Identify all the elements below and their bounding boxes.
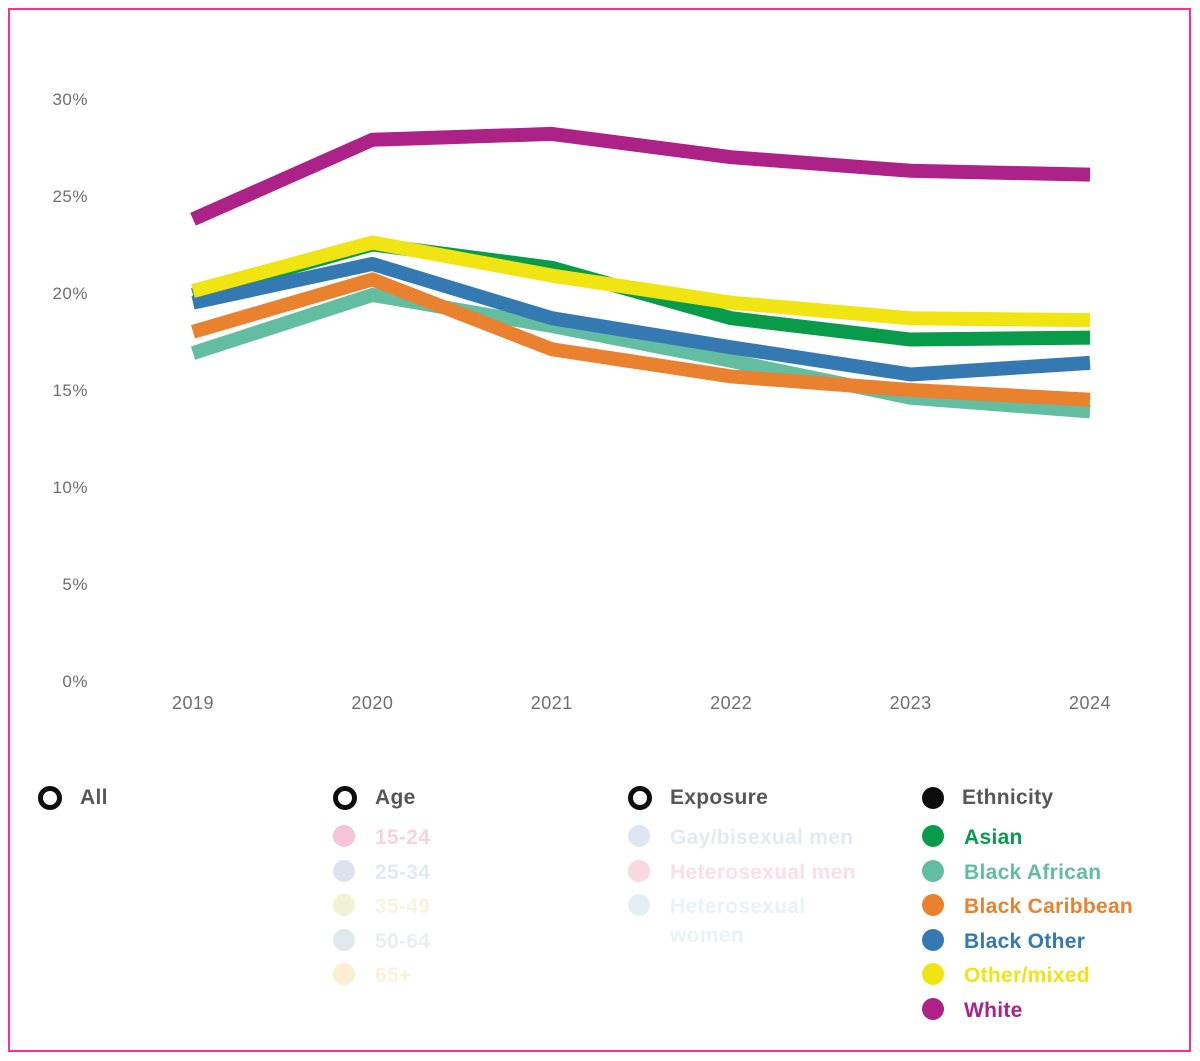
series-line-black-african bbox=[190, 287, 1091, 419]
radio-unselected-icon[interactable] bbox=[38, 786, 62, 810]
legend-item-list: Asian Black African Black Caribbean Black O… bbox=[922, 823, 1133, 1030]
legend-item-label: Asian bbox=[964, 826, 1023, 849]
legend-dot-icon bbox=[333, 928, 355, 951]
legend-dot-icon bbox=[333, 963, 355, 985]
legend-item-label: 50-64 bbox=[375, 929, 431, 953]
legend-item-label: Heterosexual men bbox=[670, 860, 856, 884]
legend-item-label: Heterosexual women bbox=[670, 895, 806, 947]
trend-line-chart: 0% 5% 10% 15% 20% 25% 30% 2019 2020 2021 2022 2023 2… bbox=[52, 90, 1111, 713]
radio-unselected-icon[interactable] bbox=[333, 786, 357, 810]
legend-item-heterosexual-women[interactable]: Heterosexual women bbox=[628, 892, 856, 950]
legend-item-list: Gay/bisexual men Heterosexual men Heterose… bbox=[628, 823, 856, 950]
legend-dot-icon bbox=[922, 859, 944, 882]
legend-item-label: Black Other bbox=[964, 929, 1086, 953]
legend-dot-icon bbox=[333, 859, 355, 882]
legend-item-label: Black Caribbean bbox=[964, 895, 1134, 918]
y-axis-tick-15: 15% bbox=[52, 381, 88, 400]
legend-item-black-other[interactable]: Black Other bbox=[922, 927, 1133, 962]
x-axis-tick-2022: 2022 bbox=[710, 693, 752, 713]
radio-selected-icon[interactable] bbox=[922, 787, 944, 809]
legend-item-black-caribbean[interactable]: Black Caribbean bbox=[922, 892, 1133, 927]
legend-item-list: 15-24 25-34 35-49 50-64 65+ bbox=[333, 823, 430, 996]
series-line-black-other bbox=[191, 256, 1091, 382]
legend-item-other-mixed[interactable]: Other/mixed bbox=[922, 961, 1133, 996]
series-line-white bbox=[190, 126, 1091, 226]
legend-item-asian[interactable]: Asian bbox=[922, 823, 1133, 858]
radio-unselected-icon[interactable] bbox=[628, 786, 652, 810]
series-line-other-mixed bbox=[191, 235, 1091, 328]
legend-filter-ethnicity[interactable]: Ethnicity bbox=[922, 782, 1133, 814]
legend-dot-icon bbox=[922, 963, 944, 985]
legend-dot-icon bbox=[628, 859, 650, 882]
legend-dot-icon bbox=[628, 825, 650, 847]
legend-dot-icon bbox=[922, 997, 944, 1020]
x-axis-tick-2019: 2019 bbox=[172, 693, 214, 713]
legend-item-black-african[interactable]: Black African bbox=[922, 858, 1133, 893]
page-border bbox=[8, 8, 1191, 1052]
legend-filter-all[interactable]: All bbox=[38, 782, 108, 814]
legend-item-label: Gay/bisexual men bbox=[670, 826, 854, 849]
legend-dot-icon bbox=[628, 894, 650, 916]
legend-item-label: White bbox=[964, 998, 1023, 1022]
legend-dot-icon bbox=[333, 894, 355, 916]
legend-group-label: Ethnicity bbox=[962, 786, 1054, 809]
y-axis-tick-25: 25% bbox=[52, 187, 88, 206]
legend-dot-icon bbox=[922, 894, 944, 916]
y-axis-tick-10: 10% bbox=[52, 478, 88, 497]
legend-group-all: All bbox=[38, 782, 108, 814]
y-axis-tick-30: 30% bbox=[52, 90, 88, 109]
y-axis-tick-5: 5% bbox=[62, 575, 88, 594]
x-axis-tick-2021: 2021 bbox=[531, 693, 573, 713]
legend-item-gay-bisexual-men[interactable]: Gay/bisexual men bbox=[628, 823, 856, 858]
legend-item-35-49[interactable]: 35-49 bbox=[333, 892, 430, 927]
x-axis-tick-2023: 2023 bbox=[890, 693, 932, 713]
legend-item-65[interactable]: 65+ bbox=[333, 961, 430, 996]
legend-filter-age[interactable]: Age bbox=[333, 782, 430, 814]
legend-group-label: Exposure bbox=[670, 786, 769, 809]
legend-item-50-64[interactable]: 50-64 bbox=[333, 927, 430, 962]
legend-item-label: Black African bbox=[964, 860, 1102, 884]
legend-group-ethnicity: Ethnicity Asian Black African Black Caribbe… bbox=[922, 782, 1133, 1030]
legend-dot-icon bbox=[922, 825, 944, 847]
y-axis-tick-0: 0% bbox=[62, 672, 88, 691]
legend-item-label: 65+ bbox=[375, 964, 412, 987]
legend-item-label: 15-24 bbox=[375, 826, 431, 849]
y-axis-tick-20: 20% bbox=[52, 284, 88, 303]
legend-item-label: 25-34 bbox=[375, 860, 431, 884]
legend-group-age: Age 15-24 25-34 35-49 50-64 65+ bbox=[333, 782, 430, 996]
legend-item-heterosexual-men[interactable]: Heterosexual men bbox=[628, 858, 856, 893]
legend-item-15-24[interactable]: 15-24 bbox=[333, 823, 430, 858]
legend-dot-icon bbox=[922, 928, 944, 951]
legend-item-white[interactable]: White bbox=[922, 996, 1133, 1031]
legend: All Age 15-24 25-34 35-49 50-64 65+ Exposure Gay… bbox=[0, 782, 1200, 1042]
series-line-black-caribbean bbox=[191, 272, 1091, 407]
legend-item-label: 35-49 bbox=[375, 895, 431, 918]
legend-group-exposure: Exposure Gay/bisexual men Heterosexual men… bbox=[628, 782, 856, 950]
legend-group-label: All bbox=[80, 786, 108, 809]
legend-group-label: Age bbox=[375, 786, 416, 809]
legend-item-25-34[interactable]: 25-34 bbox=[333, 858, 430, 893]
legend-filter-exposure[interactable]: Exposure bbox=[628, 782, 856, 814]
legend-item-label: Other/mixed bbox=[964, 964, 1090, 987]
x-axis-tick-2024: 2024 bbox=[1069, 693, 1111, 713]
legend-dot-icon bbox=[333, 825, 355, 847]
x-axis-tick-2020: 2020 bbox=[351, 693, 393, 713]
